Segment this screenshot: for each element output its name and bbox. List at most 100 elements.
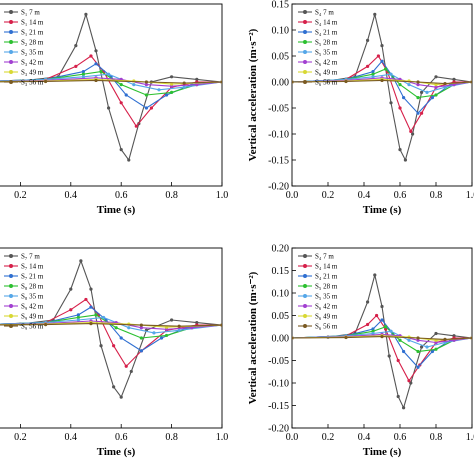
x-tick-label: 0.2 [322,432,335,443]
data-point [127,158,131,162]
y-tick-label: 0.10 [272,289,290,300]
series-group [292,273,472,410]
data-point [139,336,143,340]
data-point [376,54,380,58]
data-point [416,336,420,340]
data-point [99,344,103,348]
legend-entry: S₄ 7 m [315,253,334,261]
data-point [380,335,384,339]
data-point [366,64,370,68]
legend-marker [303,324,307,328]
data-point [144,83,148,87]
legend-marker [303,20,307,24]
x-tick-label: 0.0 [286,432,299,443]
data-point [407,379,411,383]
legend-entry: S₉ 42 m [21,303,44,311]
data-point [430,96,434,100]
series-group [0,12,222,162]
x-tick-label: 0.4 [358,432,371,443]
legend-entry: S₁ 21 m [21,29,44,37]
x-axis-title: Time (s) [97,204,136,216]
data-point [152,331,156,335]
data-point [81,72,85,76]
data-point [89,287,93,291]
series-line-7m [0,259,222,399]
legend-entry: S₅ 35 m [315,49,338,57]
data-point [398,106,402,110]
data-point [434,85,438,89]
data-point [443,337,447,341]
legend-entry: S₆ 42 m [315,303,338,311]
data-point [76,318,80,322]
chart-panel-4: 0.0 0.2 0.4 0.6 0.8 1.0 0.20 0.15 0.10 0.05 0.00 -0… [247,244,474,459]
data-point [81,70,85,74]
series-line-56m [0,323,222,327]
legend-marker [9,40,13,44]
series-group [292,12,472,162]
legend-marker [303,50,307,54]
x-tick-label: 0.0 [286,190,299,201]
data-point [119,395,123,399]
data-point [420,111,424,115]
legend-entry: S₆ 49 m [315,313,338,321]
data-point [139,349,143,353]
x-tick-label: 0.6 [115,190,128,201]
legend-marker [9,304,13,308]
data-point [149,106,154,110]
data-point [170,75,174,79]
x-tick-label: 1.0 [216,432,229,443]
x-tick-label: 0.2 [14,190,27,201]
data-point [220,80,222,84]
data-point [380,318,384,322]
x-tick-label: 0.8 [430,190,443,201]
y-tick-label: -0.20 [268,424,289,435]
legend-marker [303,30,307,34]
data-point [407,83,411,87]
legend-entry: S₈ 35 m [21,293,44,301]
legend-marker [303,274,307,278]
data-point [416,80,420,84]
data-point [434,340,438,345]
data-point [344,79,348,84]
legend-entry: S₆ 56 m [315,323,338,331]
legend-marker [303,294,307,298]
data-point [366,322,370,327]
data-point [344,335,348,340]
x-axis-title: Time (s) [97,446,136,458]
y-tick-label: 0.15 [272,266,290,277]
legend-marker [303,10,307,14]
data-point [430,349,434,354]
data-point [434,331,438,336]
legend-marker [9,254,13,258]
plot-frame [0,3,223,187]
data-point [375,313,379,318]
data-point [389,72,393,76]
legend-entry: S₇ 21 m [21,273,44,281]
y-tick-label: 0.05 [272,311,290,322]
data-point [139,323,143,327]
legend-entry: S₇ 14 m [21,263,44,271]
data-point [170,318,174,322]
data-point [170,90,174,94]
data-point [129,369,133,374]
series-line-7m [292,14,472,162]
data-point [384,67,388,71]
x-tick-label: 0.8 [430,432,443,443]
y-axis-title: Vertical acceleration (m·s⁻²) [247,28,259,161]
data-point [434,83,438,87]
data-point [396,394,400,399]
data-point [119,83,123,87]
data-point [384,325,388,329]
data-point [119,101,123,105]
data-point [69,308,73,312]
data-point [403,158,407,162]
x-tick-label: 0.8 [165,190,178,201]
legend-entry: S₄ 21 m [315,29,338,37]
x-tick-label: 0.4 [358,190,371,201]
legend-entry: S₉ 56 m [21,323,44,331]
data-point [366,38,370,43]
data-point [416,111,420,115]
data-point [416,96,420,100]
data-point [373,12,377,16]
